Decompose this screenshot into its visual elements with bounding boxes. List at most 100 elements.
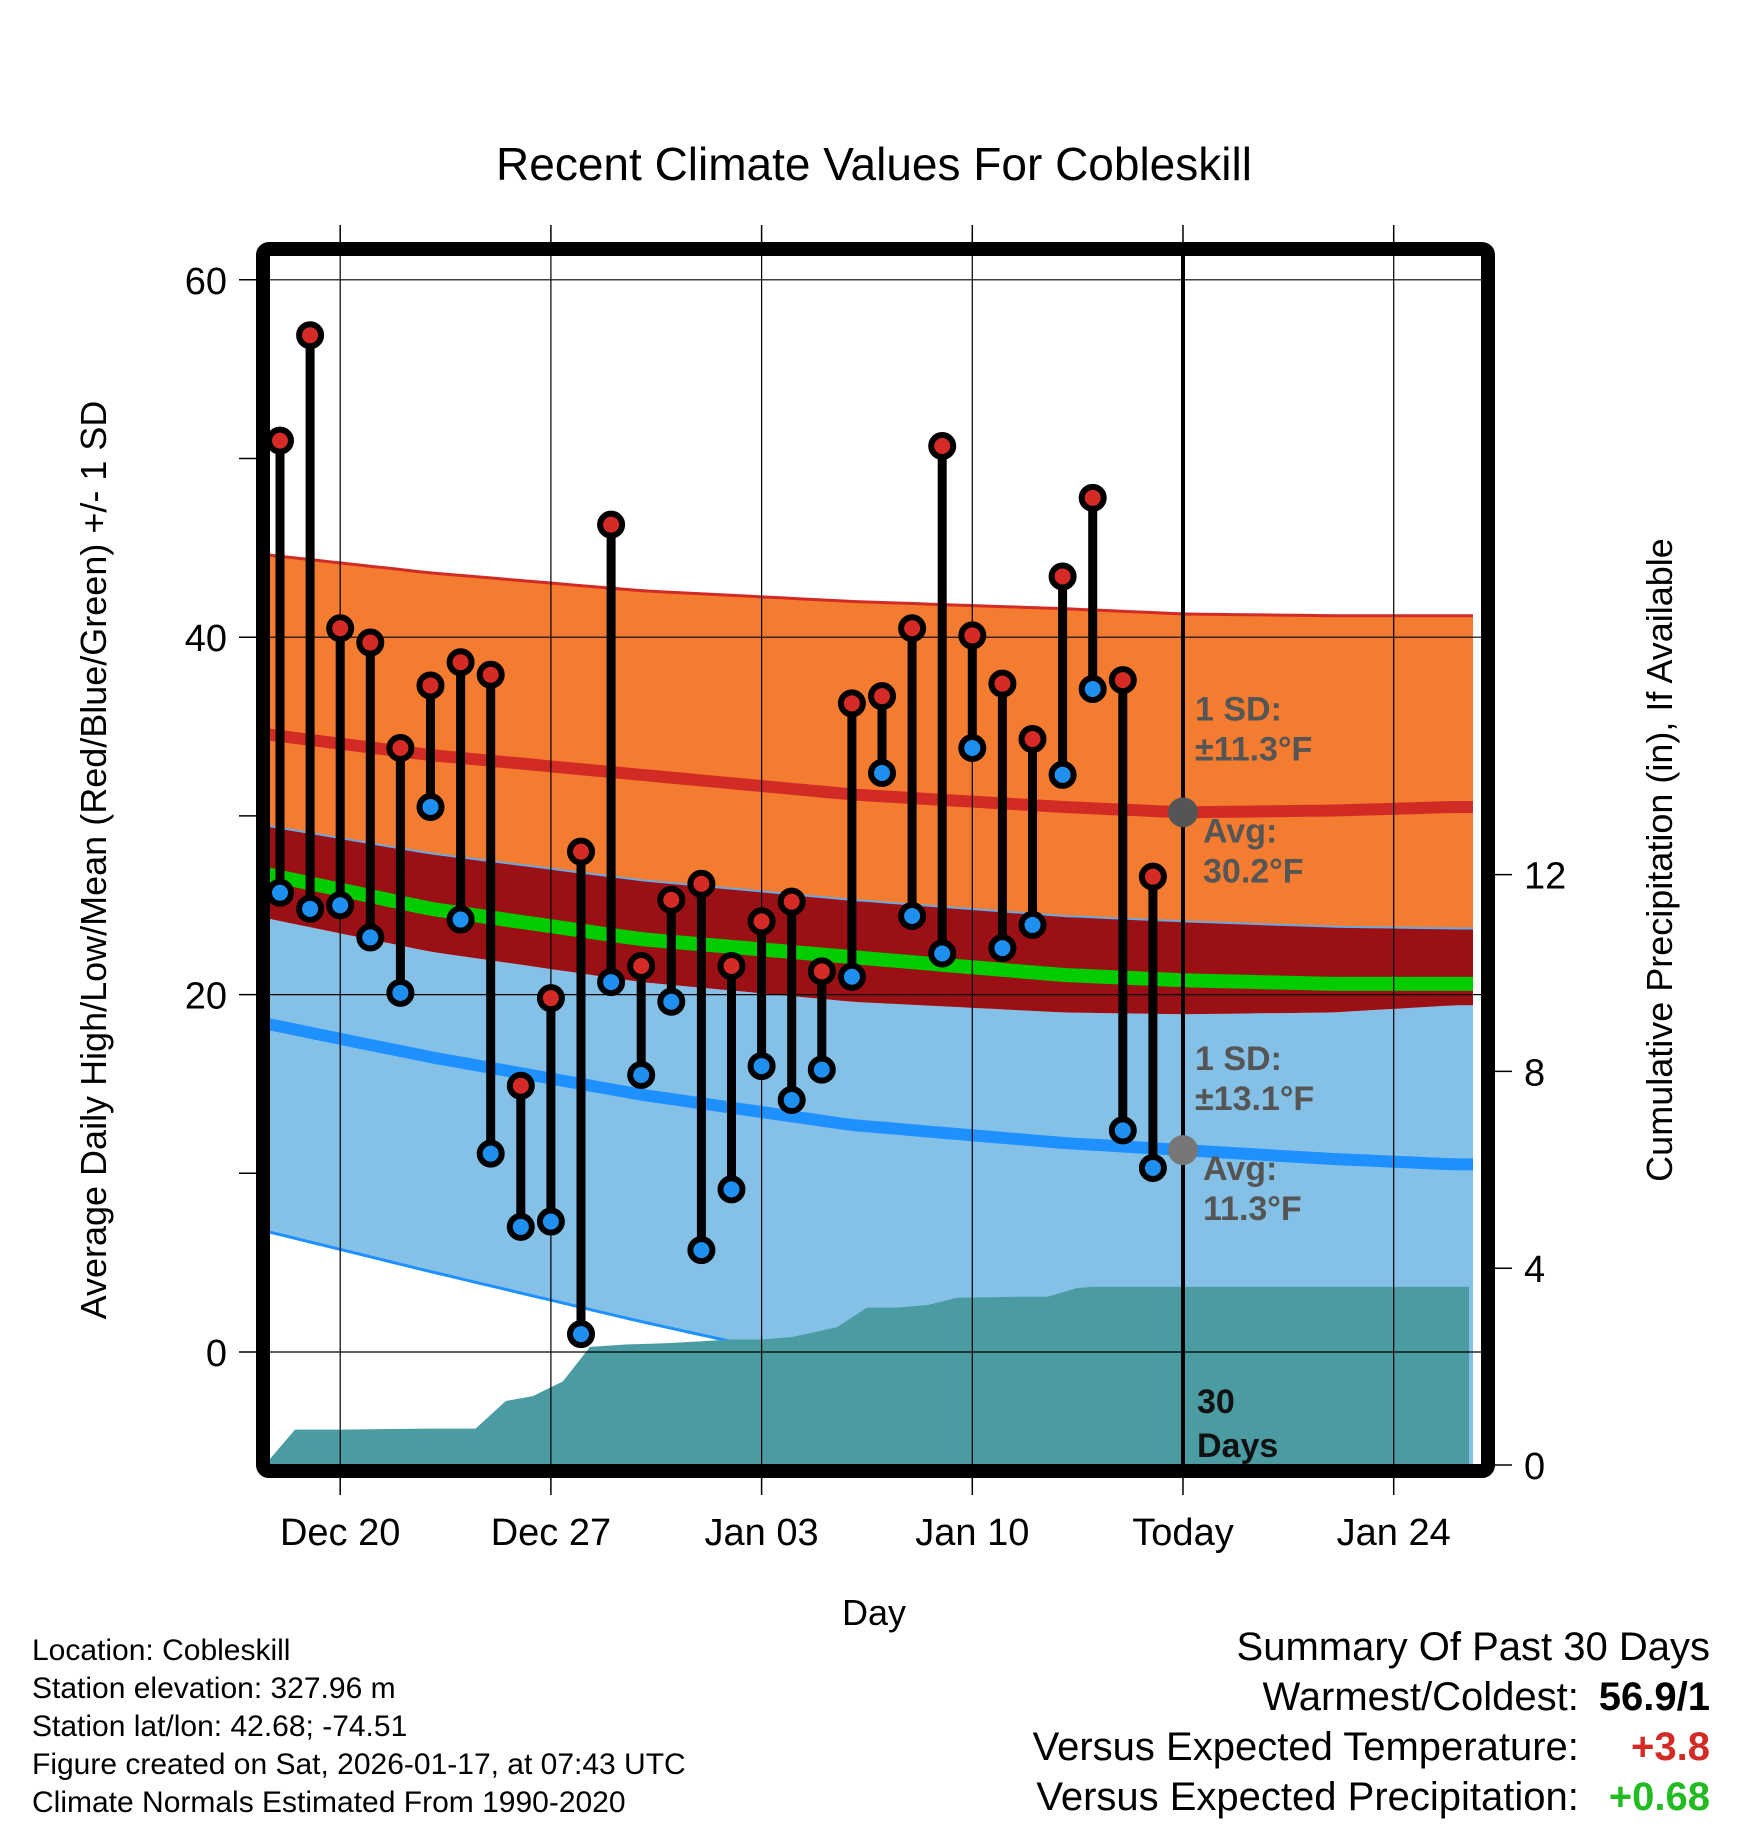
y-tick-label: 0 [206, 1333, 227, 1375]
daily-low-point [687, 1236, 716, 1265]
daily-low-point [269, 878, 294, 907]
daily-low-point [386, 978, 415, 1007]
daily-high-point [269, 426, 294, 455]
days-annotation: 30 Days [1197, 1383, 1278, 1465]
location-text: Location: Cobleskill [32, 1634, 291, 1667]
daily-high-point [627, 952, 656, 981]
daily-high-point [296, 321, 325, 350]
normal-high-line [269, 728, 1473, 819]
high-sd-annotation-line: 1 SD: [1195, 690, 1282, 728]
daily-low-point [868, 759, 896, 788]
high-sd-annotation-line: ±11.3°F [1195, 730, 1312, 768]
daily-low-point [1138, 1153, 1167, 1182]
daily-low-point [837, 962, 866, 991]
summary-temp-row: Versus Expected Temperature: +3.8 [1033, 1722, 1710, 1772]
high-avg-annotation-line: Avg: [1203, 812, 1277, 850]
daily-low-point [1018, 910, 1047, 939]
x-tick-label: Jan 24 [1337, 1512, 1451, 1554]
daily-high-point [1048, 562, 1077, 591]
daily-high-point [476, 660, 505, 689]
daily-high-point [1138, 862, 1167, 891]
daily-high-point [506, 1071, 535, 1100]
temp-label: Versus Expected Temperature: [1032, 1725, 1579, 1769]
info-block: Location: Cobleskill Station elevation: … [32, 1632, 686, 1822]
daily-low-point [627, 1061, 656, 1090]
daily-high-point [536, 984, 565, 1013]
high-avg-annotation-line: 30.2°F [1203, 852, 1304, 890]
daily-high-point [777, 887, 806, 916]
daily-high-point [1108, 666, 1137, 695]
daily-high-point [687, 869, 716, 898]
daily-low-point [326, 891, 355, 920]
summary-warmest-row: Warmest/Coldest: 56.9/1 [1033, 1672, 1711, 1722]
precip-value: +0.68 [1608, 1775, 1710, 1819]
y2-tick-label: 12 [1524, 856, 1566, 898]
low-avg-marker [1168, 1135, 1198, 1166]
y-tick-label: 40 [185, 618, 227, 660]
warmest-value: 56.9/1 [1598, 1675, 1710, 1719]
daily-low-point [446, 905, 475, 934]
low-sd-annotation: 1 SD: ±13.1°F [1195, 1040, 1314, 1118]
daily-low-point [717, 1175, 746, 1204]
mean-band [269, 826, 1473, 1015]
x-tick-label: Dec 20 [280, 1512, 400, 1554]
x-tick-label: Dec 27 [491, 1512, 611, 1554]
daily-low-point [506, 1212, 535, 1241]
days-annotation-line: 30 [1197, 1383, 1235, 1421]
low-sd-annotation-line: ±13.1°F [1195, 1080, 1314, 1118]
x-axis-label: Day [842, 1592, 906, 1633]
daily-high-point [837, 689, 866, 718]
daily-high-point [567, 837, 595, 866]
high-avg-annotation: Avg: 30.2°F [1203, 812, 1304, 890]
daily-high-point [597, 510, 626, 539]
normal-low-line [269, 1018, 1473, 1171]
low-avg-annotation: Avg: 11.3°F [1203, 1150, 1302, 1228]
plot-frame [256, 242, 1495, 1478]
low-avg-annotation-line: 11.3°F [1203, 1190, 1302, 1228]
daily-high-point [1078, 483, 1107, 512]
daily-high-point [747, 907, 776, 936]
daily-low-point [416, 792, 445, 821]
x-tick-label: Jan 03 [705, 1512, 819, 1554]
daily-low-point [657, 987, 686, 1016]
daily-high-point [1018, 725, 1047, 754]
daily-low-point [958, 733, 987, 762]
normals-text: Climate Normals Estimated From 1990-2020 [32, 1786, 626, 1819]
daily-high-point [446, 648, 475, 677]
daily-high-point [717, 952, 746, 981]
daily-low-point [1108, 1116, 1137, 1145]
daily-high-point [807, 957, 836, 986]
created-text: Figure created on Sat, 2026-01-17, at 07… [32, 1748, 686, 1781]
precip-area [269, 1286, 1469, 1465]
daily-high-point [326, 614, 355, 643]
daily-low-point [567, 1320, 595, 1349]
high-sd-bottom-line [269, 825, 1473, 930]
x-tick-label: Today [1132, 1512, 1233, 1554]
daily-high-point [386, 733, 415, 762]
days-annotation-line: Days [1197, 1427, 1278, 1465]
daily-low-point [747, 1052, 776, 1081]
high-sd-top-line [269, 553, 1473, 618]
daily-high-point [657, 885, 686, 914]
daily-low-point [928, 939, 957, 968]
elevation-text: Station elevation: 327.96 m [32, 1672, 396, 1705]
summary-precip-row: Versus Expected Precipitation: +0.68 [1033, 1772, 1710, 1822]
x-tick-label: Jan 10 [915, 1512, 1029, 1554]
daily-low-point [356, 923, 385, 952]
y-tick-label: 20 [185, 976, 227, 1018]
high-sd-annotation: 1 SD: ±11.3°F [1195, 690, 1312, 768]
daily-high-point [868, 682, 896, 711]
y2-tick-label: 0 [1524, 1446, 1545, 1488]
daily-low-point [898, 901, 927, 930]
daily-high-point [356, 628, 385, 657]
warmest-label: Warmest/Coldest: [1262, 1675, 1579, 1719]
daily-low-point [536, 1207, 565, 1236]
y2-tick-label: 4 [1524, 1249, 1545, 1291]
daily-low-point [807, 1055, 836, 1084]
daily-high-point [928, 431, 957, 460]
y2-axis-label: Cumulative Precipitation (in), If Availa… [1639, 538, 1680, 1182]
daily-low-point [1078, 675, 1107, 704]
low-avg-annotation-line: Avg: [1203, 1150, 1277, 1188]
